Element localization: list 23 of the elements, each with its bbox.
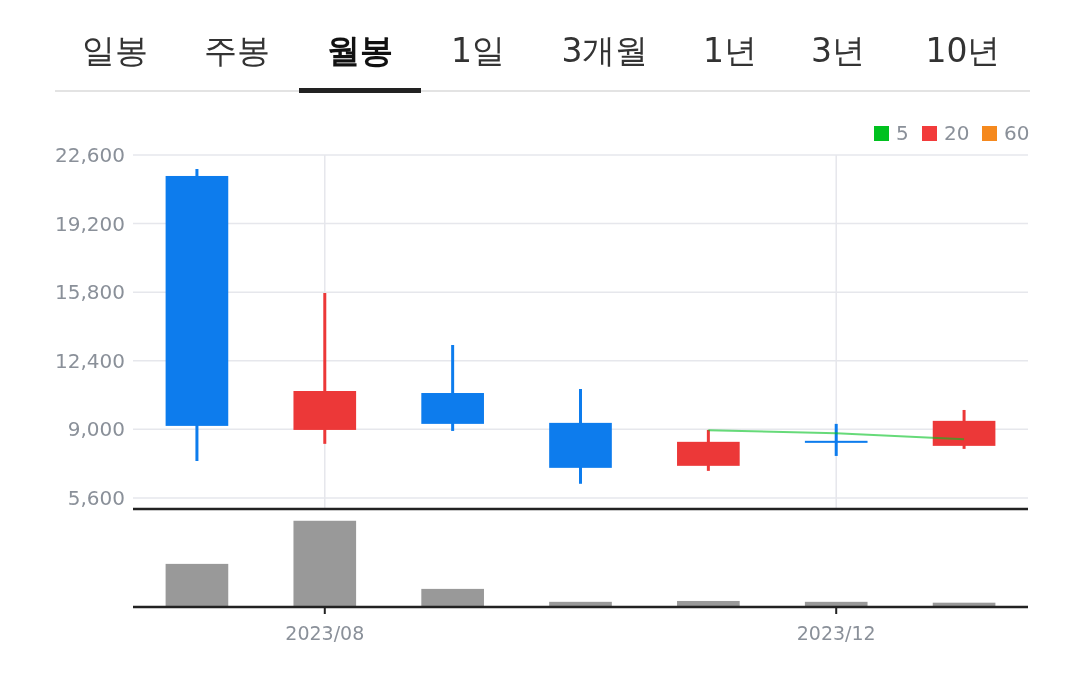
x-tick-label: 2023/12 xyxy=(796,622,876,644)
y-tick-label: 12,400 xyxy=(55,348,125,373)
bar xyxy=(421,588,484,607)
y-tick-label: 5,600 xyxy=(67,485,125,510)
x-tick-label: 2023/08 xyxy=(285,622,365,644)
legend-label: 60 xyxy=(1004,121,1030,145)
text: 주봉 xyxy=(204,31,270,70)
text: 3년 xyxy=(811,31,865,70)
bar xyxy=(165,563,229,607)
text: 10년 xyxy=(925,31,1001,70)
y-tick-label: 15,800 xyxy=(55,280,125,305)
text: 1일 xyxy=(451,31,505,70)
bar xyxy=(293,520,357,607)
text: 일봉 xyxy=(82,31,148,70)
y-tick-label: 22,600 xyxy=(55,143,125,167)
text: 1년 xyxy=(703,31,757,70)
y-tick-label: 9,000 xyxy=(67,417,125,442)
legend-label: 20 xyxy=(944,121,970,145)
text: 월봉 xyxy=(327,31,393,70)
candlestick xyxy=(804,422,868,456)
text: 3개월 xyxy=(561,31,649,70)
legend-label: 5 xyxy=(896,121,909,145)
y-tick-label: 19,200 xyxy=(55,211,125,236)
